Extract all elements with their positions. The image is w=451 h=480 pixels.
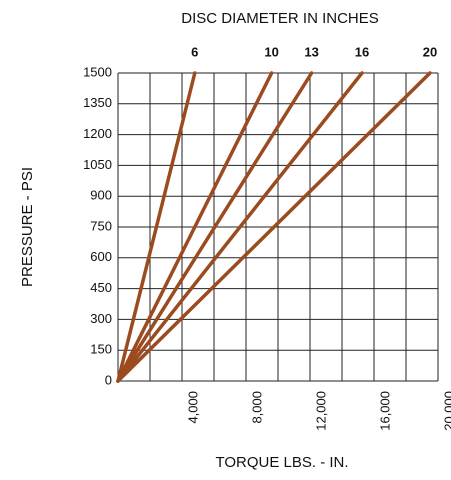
- series-line: [116, 71, 364, 383]
- series-label: 16: [355, 44, 369, 59]
- series-line: [116, 71, 432, 383]
- x-tick-label: 8,000: [249, 391, 264, 424]
- series-line: [116, 71, 197, 383]
- x-axis-label: TORQUE LBS. - IN.: [215, 454, 348, 471]
- x-tick-label: 16,000: [377, 391, 392, 431]
- series-label: 10: [264, 44, 278, 59]
- y-tick-label: 1350: [83, 95, 112, 110]
- y-axis-label: PRESSURE - PSI: [19, 167, 36, 287]
- series-line: [116, 71, 314, 383]
- y-tick-label: 600: [90, 249, 112, 264]
- y-tick-label: 300: [90, 311, 112, 326]
- y-tick-label: 1050: [83, 157, 112, 172]
- series-label: 6: [191, 44, 198, 59]
- y-tick-label: 1500: [83, 64, 112, 79]
- series-line: [116, 71, 274, 383]
- y-tick-label: 900: [90, 188, 112, 203]
- series-label: 13: [304, 44, 318, 59]
- series-label: 20: [423, 44, 437, 59]
- x-tick-label: 12,000: [313, 391, 328, 431]
- y-tick-label: 0: [105, 372, 112, 387]
- y-tick-label: 150: [90, 342, 112, 357]
- y-tick-label: 750: [90, 218, 112, 233]
- y-tick-label: 450: [90, 280, 112, 295]
- y-tick-label: 1200: [83, 126, 112, 141]
- x-tick-label: 4,000: [185, 391, 200, 424]
- chart-title: DISC DIAMETER IN INCHES: [181, 10, 379, 27]
- x-tick-label: 20,000: [441, 391, 451, 431]
